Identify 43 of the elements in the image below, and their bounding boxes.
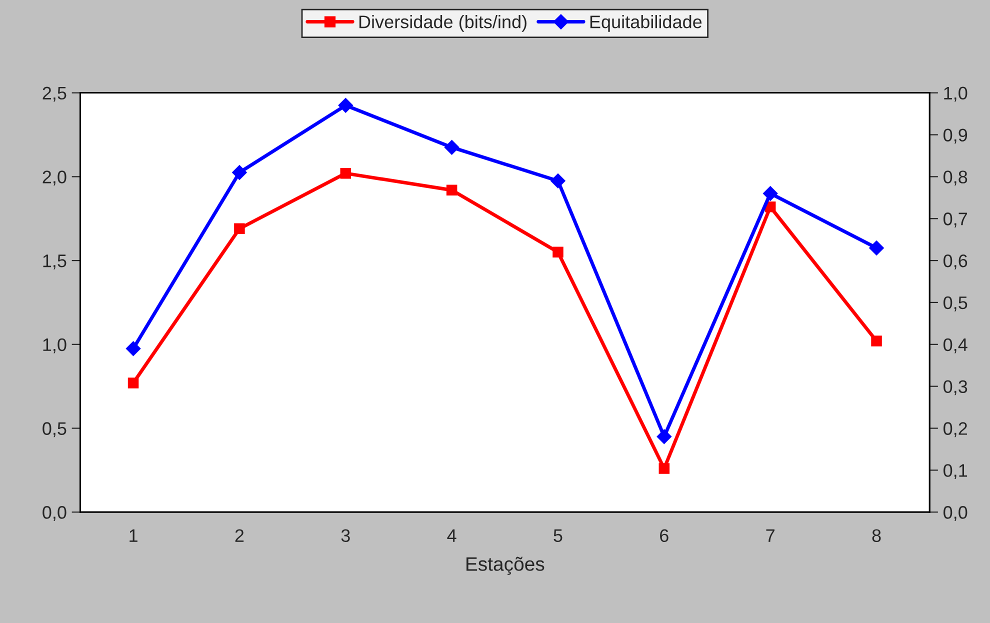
x-tick-label: 4 — [447, 529, 456, 542]
y2-tick-label: 0,2 — [944, 422, 967, 438]
legend-label: Equitabilidade — [590, 15, 702, 32]
legend-label: Diversidade (bits/ind) — [359, 15, 526, 32]
y2-tick-label: 0,4 — [944, 338, 968, 354]
x-tick-label: 3 — [341, 529, 350, 542]
x-axis-title: Estações — [466, 556, 544, 575]
y-tick-label: 2,0 — [42, 170, 66, 186]
x-tick-label: 1 — [130, 529, 138, 542]
y-tick-label: 0,0 — [42, 506, 66, 521]
point — [338, 98, 354, 113]
y-tick-label: 2,5 — [42, 86, 66, 102]
point — [340, 168, 352, 179]
point — [234, 223, 245, 234]
point — [232, 165, 247, 180]
point — [762, 186, 778, 201]
x-tick-label: 5 — [554, 529, 562, 542]
y2-tick-label: 0,8 — [944, 170, 968, 186]
x-tick-label: 6 — [660, 529, 668, 542]
point — [128, 378, 139, 388]
point — [869, 240, 884, 256]
point — [656, 429, 672, 444]
y2-tick-label: 0,5 — [944, 296, 968, 312]
point — [126, 341, 141, 356]
x-tick-label: 8 — [872, 529, 881, 542]
y2-tick-label: 0,0 — [944, 506, 968, 521]
point — [550, 173, 566, 188]
y2-tick-label: 0,3 — [944, 380, 968, 396]
y-tick-label: 1,5 — [43, 254, 66, 270]
y-tick-label: 1,0 — [43, 338, 66, 354]
point — [871, 336, 882, 346]
y2-tick-label: 0,9 — [944, 128, 968, 144]
x-tick-label: 2 — [235, 529, 244, 542]
y2-tick-label: 1,0 — [944, 86, 968, 102]
point — [658, 463, 670, 474]
point — [552, 246, 564, 258]
y2-tick-label: 0,1 — [944, 464, 968, 480]
point — [446, 184, 458, 196]
y2-tick-label: 0,7 — [944, 212, 967, 228]
y-tick-label: 0,5 — [42, 422, 66, 438]
y2-tick-label: 0,6 — [944, 254, 968, 270]
x-tick-label: 7 — [766, 529, 774, 542]
point — [444, 140, 460, 155]
